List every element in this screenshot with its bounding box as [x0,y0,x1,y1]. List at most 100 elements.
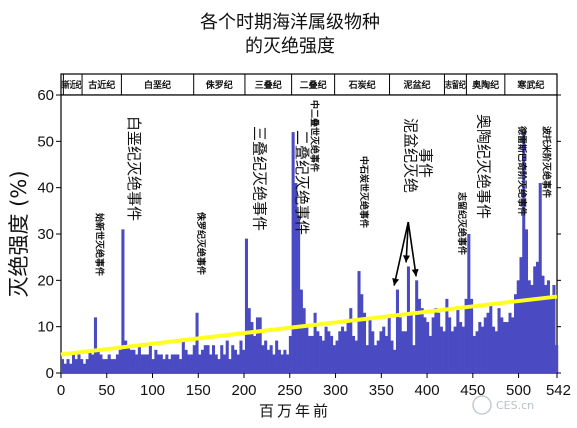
x-axis: 0 50 100 150 200 250 300 350 400 450 500 542 [57,373,571,399]
bar [266,349,270,373]
y-axis-title: 灭绝强度 (%) [7,170,31,297]
bar [143,354,147,373]
bar [489,303,493,373]
bar [187,354,191,373]
bar [102,359,106,373]
bar [431,317,435,373]
x-tick-label: 450 [460,382,485,399]
period-label: 二叠纪 [300,79,327,91]
period-label: 侏罗纪 [206,79,233,91]
bar [231,345,235,373]
bar [508,312,512,373]
bar [365,345,369,373]
period-label: 三叠纪 [255,79,282,91]
bar [283,349,287,373]
bar [88,349,92,373]
event-label: 波托米阶灭绝事件 [541,126,553,198]
bar [395,289,399,373]
bar [148,345,152,373]
bar [121,229,125,373]
bar [552,284,556,373]
period-label: 奥陶纪 [471,79,499,91]
bar [393,349,397,373]
bar [316,331,320,373]
bar [190,354,194,373]
bar [516,280,520,373]
bar [404,331,408,373]
x-axis-title: 百万年前 [259,402,331,420]
x-tick-label: 150 [186,382,211,399]
y-tick-label: 40 [37,180,54,197]
bar [503,322,507,373]
bar [362,312,367,373]
chart-title-line-2: 的灭绝强度 [245,36,335,57]
bar [157,354,161,373]
bar [239,340,243,373]
bar [129,349,133,373]
x-tick-label: 542 [546,382,571,399]
bar [319,335,323,373]
bar [439,326,443,373]
bar [456,308,460,373]
bar [253,335,257,373]
chart-title-line-1: 各个时期海洋属级物种 [200,12,380,33]
bar [82,363,87,373]
bar [118,349,122,373]
bar [426,322,430,373]
bar [324,326,328,373]
bar [522,132,526,373]
bar [288,335,292,373]
bar [85,359,89,373]
bar [261,345,265,373]
event-arrow [393,221,410,286]
bar [209,354,213,373]
bar [352,335,356,373]
bar [269,345,273,373]
bar [494,331,498,373]
x-tick-label: 500 [506,382,531,399]
bar [126,345,130,373]
bar [341,326,345,373]
bar [481,326,485,373]
bar [546,280,550,373]
event-arrowhead [392,278,400,286]
bar [354,340,358,373]
x-tick-label: 400 [415,382,440,399]
event-label: 德雷斯巴奇阶灭绝事件 [516,126,528,216]
event-label: 中石炭世灭绝事件 [358,156,370,228]
bar [220,345,224,373]
bar [505,322,509,373]
bar [110,359,114,373]
bar [445,298,449,373]
bar [222,354,227,373]
bar [192,345,196,373]
bar [308,335,312,373]
bar [409,312,413,373]
bar [360,294,364,373]
bar [201,349,205,373]
bar [137,345,141,373]
bar [140,354,144,373]
bar [66,359,70,373]
bar [467,234,471,373]
bar [244,238,248,373]
bar [146,354,150,373]
bar [415,280,419,373]
bar [450,331,454,373]
y-axis: 0 10 20 30 40 50 60 [37,87,561,382]
event-label: 中二叠世灭绝事件 [308,100,320,172]
bar [555,345,559,373]
x-tick-label: 100 [140,382,165,399]
bar [486,312,490,373]
period-label: 寒武纪 [516,79,544,91]
bar [236,354,240,373]
bar [338,331,342,373]
period-label: 古近纪 [88,79,115,91]
bar [533,266,537,373]
svg-text:CES.cn: CES.cn [496,399,534,412]
bar [464,298,468,373]
bar [297,215,301,373]
bar [461,326,465,373]
